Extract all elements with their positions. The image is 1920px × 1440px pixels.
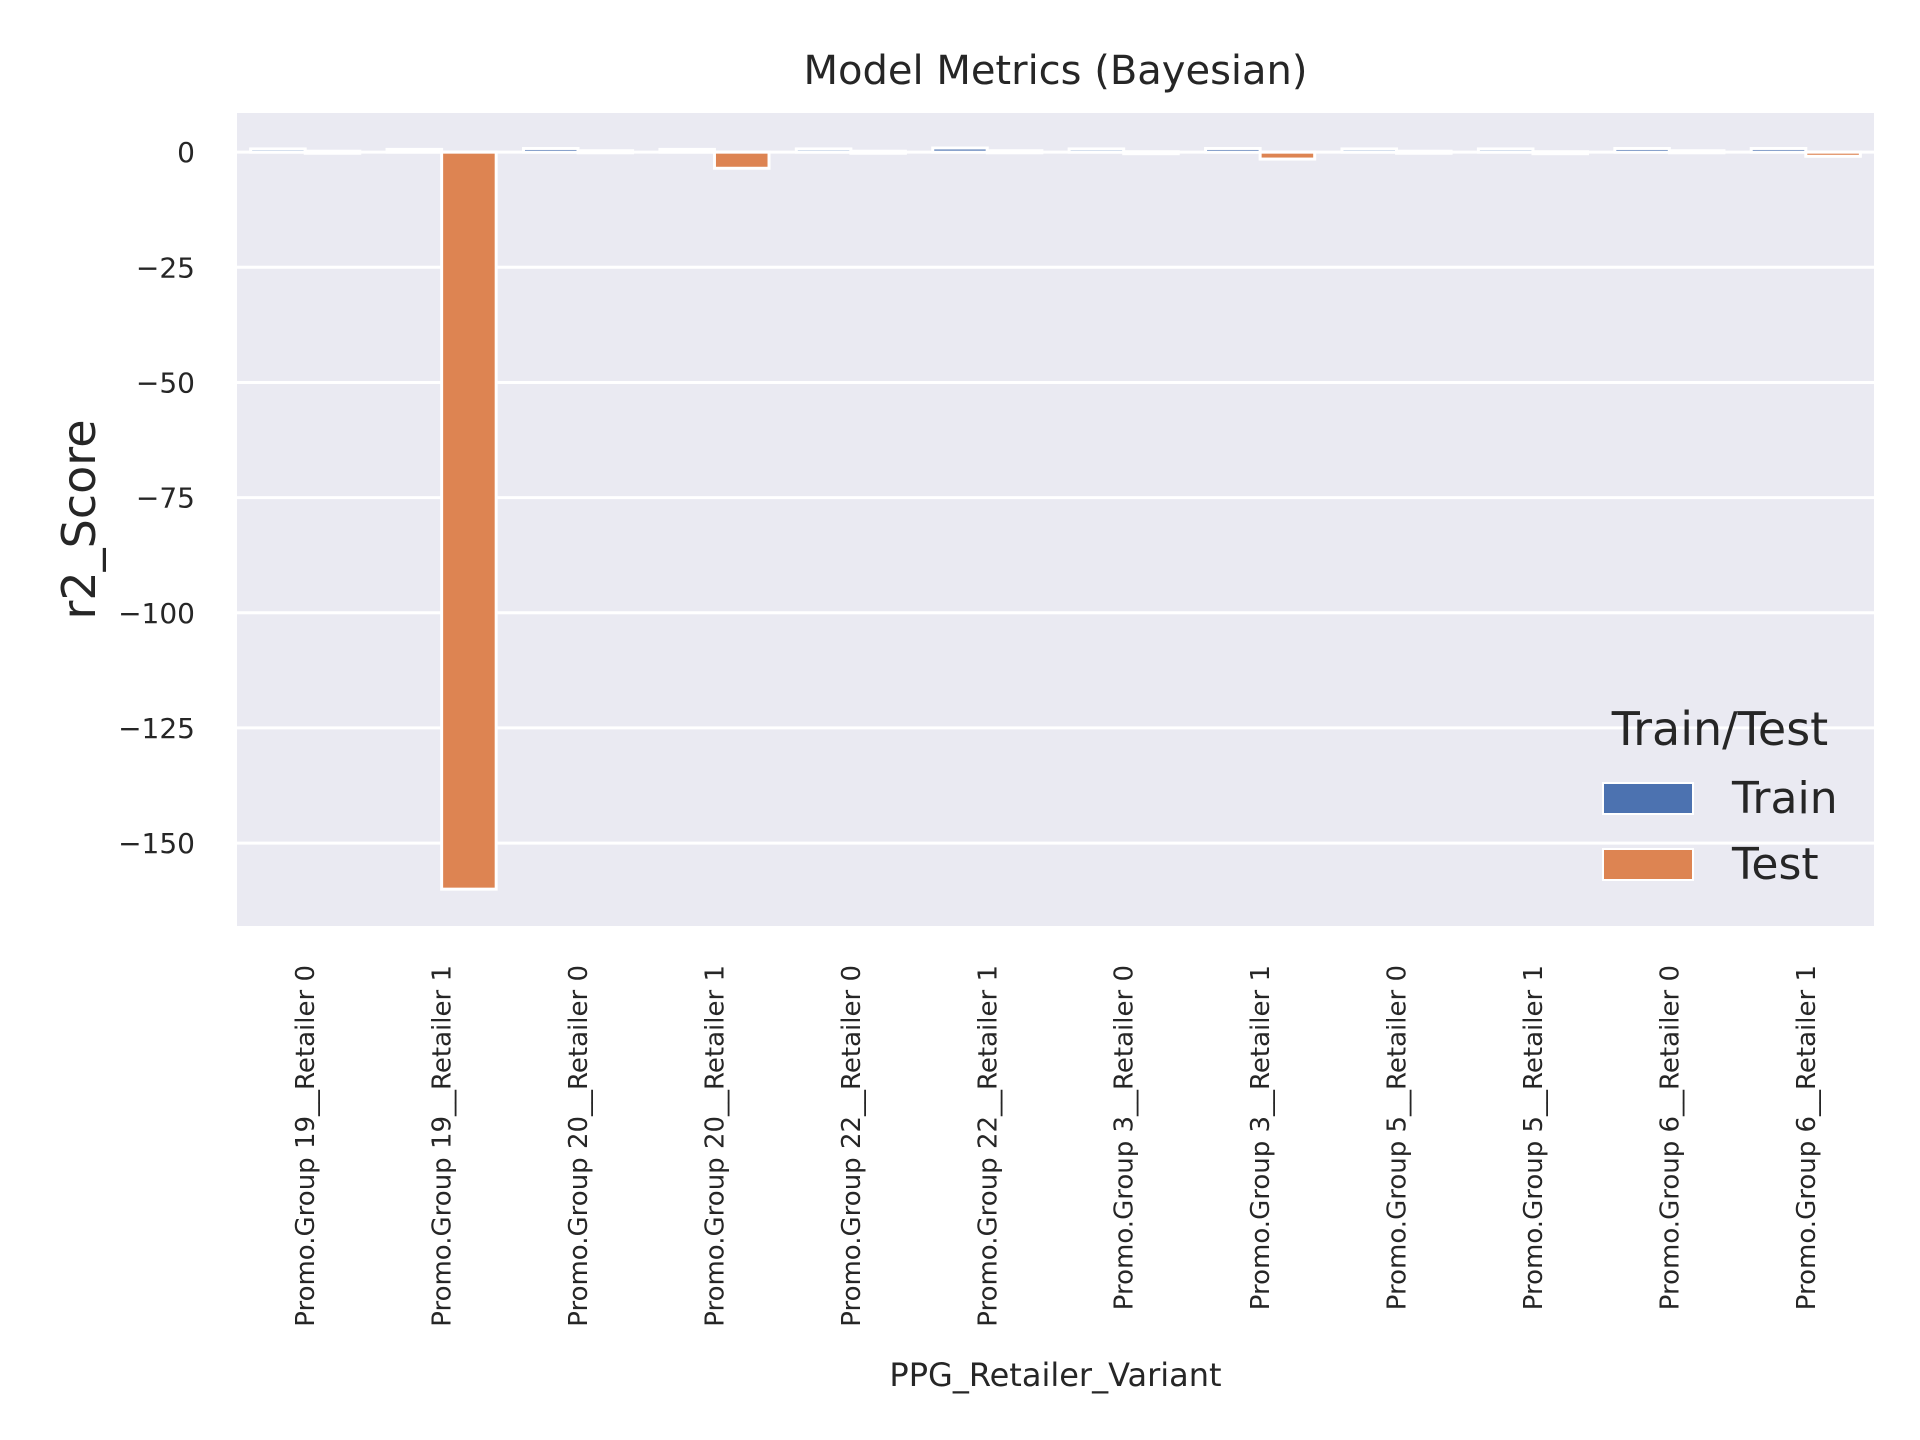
- legend-swatch-test: [1602, 848, 1694, 881]
- x-tick-labels: Promo.Group 19__Retailer 0 Promo.Group 19…: [291, 965, 1822, 1327]
- x-tick-label: Promo.Group 19__Retailer 1: [428, 965, 458, 1327]
- plot-area: [237, 113, 1874, 926]
- bar-train: [658, 147, 716, 154]
- bars: [249, 146, 1862, 891]
- y-tick-label: −150: [118, 827, 195, 860]
- x-tick-label: Promo.Group 22__Retailer 1: [973, 965, 1003, 1327]
- x-axis-label: PPG_Retailer_Variant: [889, 1356, 1221, 1394]
- legend-title: Train/Test: [1611, 702, 1828, 756]
- y-tick-label: −25: [136, 251, 195, 284]
- bar-train: [521, 146, 580, 154]
- legend-label-test: Test: [1731, 839, 1819, 890]
- bar-test: [1531, 150, 1590, 156]
- bar-test: [985, 149, 1044, 155]
- bar-train: [1204, 146, 1262, 154]
- y-tick-label: −100: [118, 597, 195, 630]
- y-tick-label: 0: [177, 136, 195, 169]
- x-tick-label: Promo.Group 5__Retailer 1: [1519, 965, 1549, 1310]
- y-tick-labels: 0 −25 −50 −75 −100 −125 −150: [118, 136, 195, 860]
- chart-title: Model Metrics (Bayesian): [804, 48, 1308, 94]
- x-tick-label: Promo.Group 6__Retailer 1: [1792, 965, 1822, 1310]
- bar-train: [794, 147, 853, 154]
- x-tick-label: Promo.Group 3__Retailer 0: [1110, 965, 1140, 1310]
- legend-swatch-train: [1602, 782, 1694, 815]
- bar-test: [1122, 150, 1180, 156]
- x-tick-label: Promo.Group 6__Retailer 0: [1655, 965, 1685, 1310]
- y-tick-label: −75: [136, 482, 195, 515]
- bar-test: [712, 150, 771, 170]
- x-tick-label: Promo.Group 19__Retailer 0: [291, 965, 321, 1327]
- bar-train: [1067, 147, 1126, 154]
- x-tick-label: Promo.Group 20__Retailer 1: [700, 965, 730, 1327]
- x-tick-label: Promo.Group 5__Retailer 0: [1383, 965, 1413, 1310]
- bar-train: [1340, 147, 1399, 154]
- bar-train: [385, 147, 444, 154]
- y-axis-label: r2_Score: [52, 419, 106, 619]
- bar-test: [849, 149, 907, 155]
- x-tick-label: Promo.Group 20__Retailer 0: [564, 965, 594, 1327]
- x-tick-label: Promo.Group 3__Retailer 1: [1246, 965, 1276, 1310]
- y-tick-label: −125: [118, 712, 195, 745]
- bar-test: [440, 150, 498, 891]
- bar-test: [1258, 150, 1317, 161]
- bar-test: [576, 149, 635, 155]
- x-tick-label: Promo.Group 22__Retailer 0: [837, 965, 867, 1327]
- legend: Train/Test Train Test: [1602, 702, 1838, 890]
- bar-train: [1613, 146, 1671, 154]
- bar-train: [1476, 147, 1535, 154]
- bar-train: [1749, 146, 1808, 154]
- bar-test: [1395, 149, 1453, 155]
- y-tick-label: −50: [136, 366, 195, 399]
- bar-test: [1667, 149, 1726, 155]
- bar-train: [931, 146, 989, 154]
- grid-lines: [237, 150, 1874, 845]
- bar-test: [1804, 150, 1862, 158]
- bar-train: [249, 147, 307, 154]
- bar-test: [303, 149, 362, 155]
- legend-label-train: Train: [1731, 773, 1838, 824]
